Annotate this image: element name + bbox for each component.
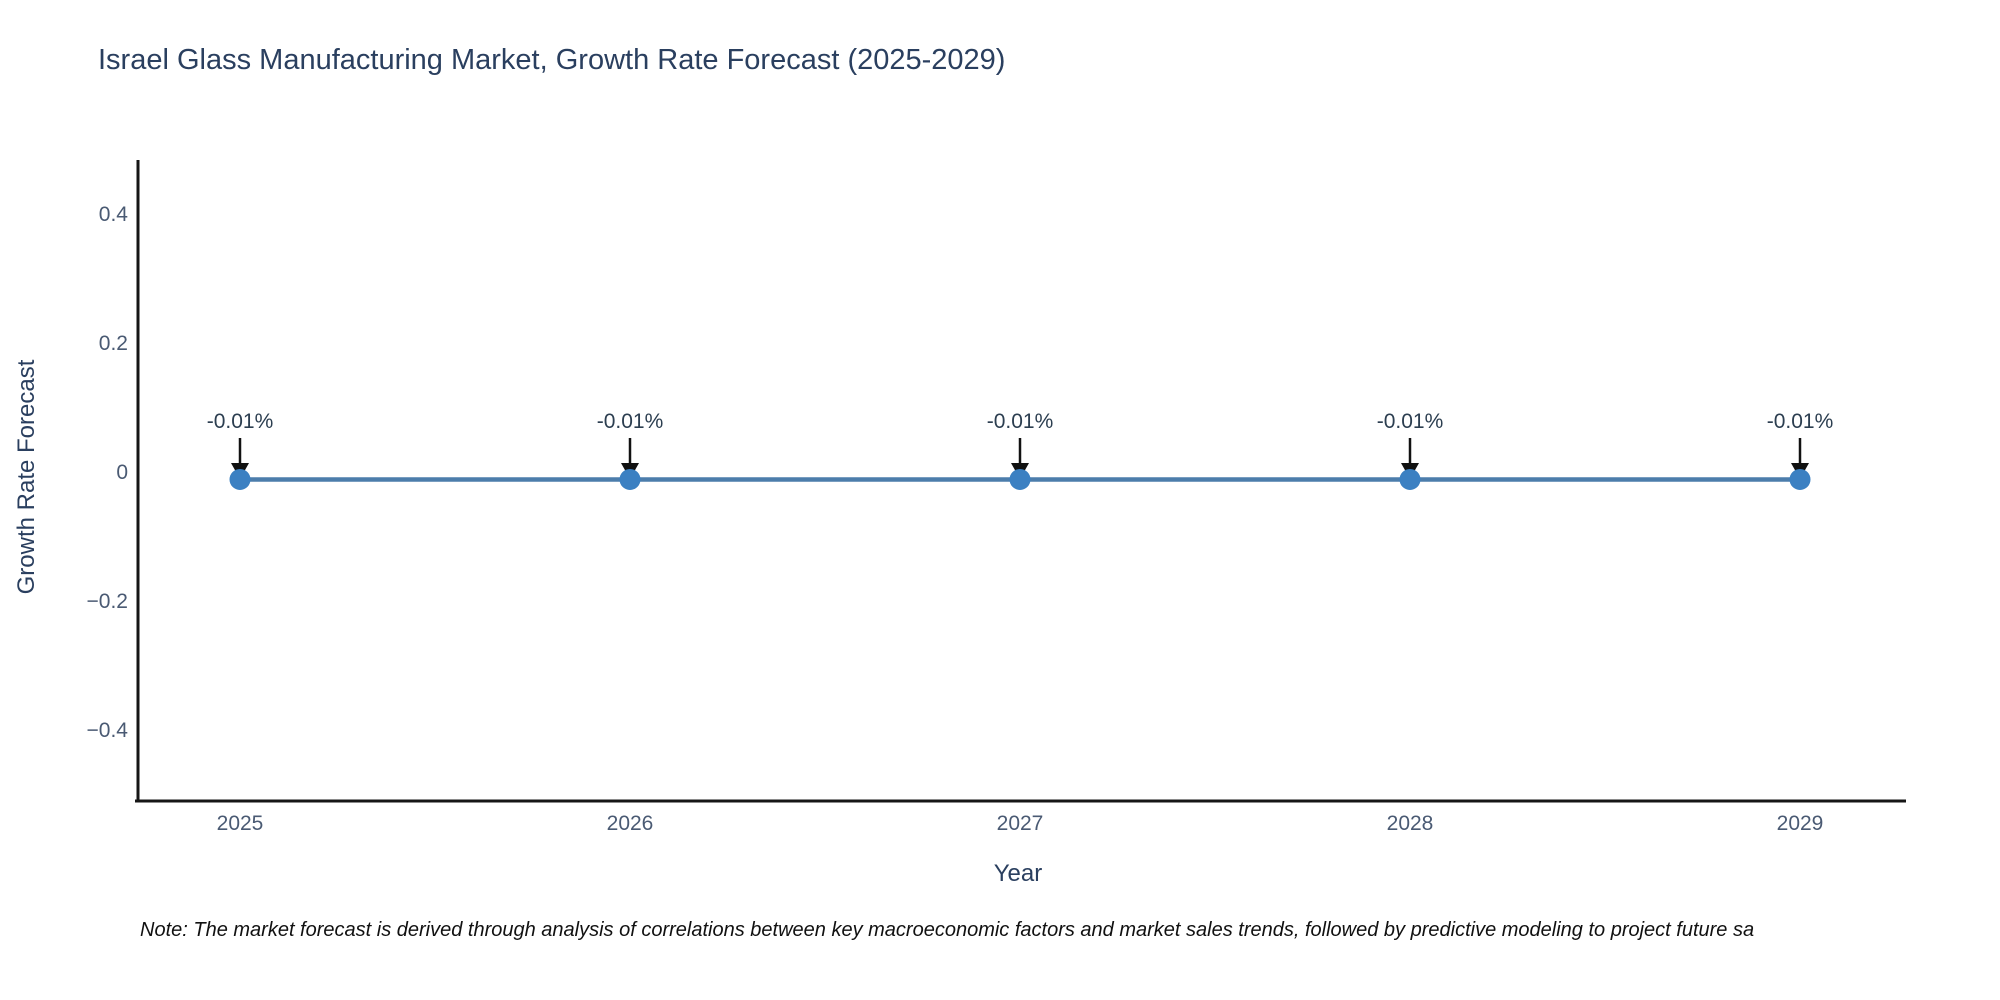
y-tick-label: −0.4 <box>86 719 128 742</box>
y-tick-label: −0.2 <box>86 590 128 613</box>
point-annotation-label: -0.01% <box>1766 410 1834 433</box>
x-tick-label: 2025 <box>216 812 264 835</box>
point-annotation-label: -0.01% <box>596 410 664 433</box>
data-point-marker <box>1789 468 1811 490</box>
point-annotation-label: -0.01% <box>1376 410 1444 433</box>
x-axis-title: Year <box>993 860 1043 887</box>
x-tick-label: 2028 <box>1386 812 1434 835</box>
y-tick-label: 0.4 <box>98 203 128 226</box>
y-axis-line <box>136 160 140 803</box>
data-point-marker <box>619 468 641 490</box>
data-point-marker <box>1009 468 1031 490</box>
point-annotation-label: -0.01% <box>986 410 1054 433</box>
y-tick-label: 0 <box>116 461 128 484</box>
data-point-marker <box>1399 468 1421 490</box>
footnote: Note: The market forecast is derived thr… <box>140 919 1755 941</box>
x-tick-label: 2026 <box>606 812 654 835</box>
y-tick-label: 0.2 <box>98 332 128 355</box>
x-tick-label: 2029 <box>1776 812 1824 835</box>
data-point-marker <box>229 468 251 490</box>
point-annotation-label: -0.01% <box>206 410 274 433</box>
x-axis-line <box>135 799 1906 803</box>
x-tick-label: 2027 <box>996 812 1044 835</box>
chart-title: Israel Glass Manufacturing Market, Growt… <box>98 44 1006 76</box>
